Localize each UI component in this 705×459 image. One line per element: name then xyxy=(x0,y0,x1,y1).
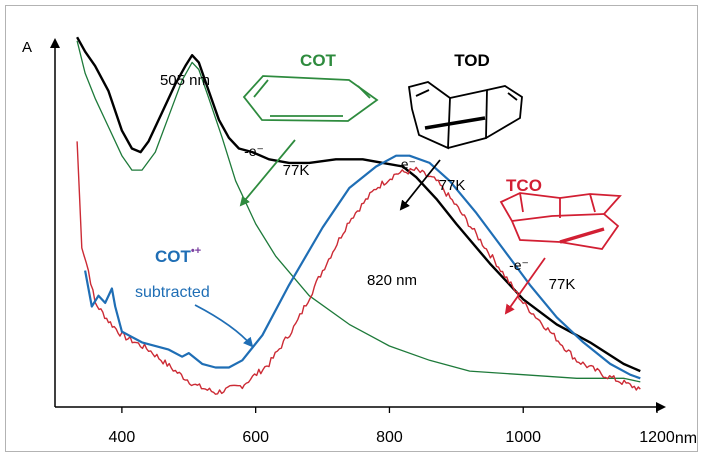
subtracted-label: subtracted xyxy=(135,284,210,301)
minus-e-label-tod: -e⁻ xyxy=(396,156,416,172)
tco-molecule-icon xyxy=(499,192,622,250)
temp-label-tod: 77K xyxy=(439,177,466,194)
series-line-blue xyxy=(84,154,641,380)
x-tick-label: 1200 xyxy=(639,429,675,446)
subtracted-arrow xyxy=(194,304,254,348)
minus-e-label-cot: -e⁻ xyxy=(244,143,264,159)
cot-ion-text: COT xyxy=(155,247,192,266)
tco-arrow xyxy=(504,257,546,315)
cot-ion-superscript: •+ xyxy=(191,245,201,257)
series-line-red xyxy=(76,141,641,395)
temp-label-tco: 77K xyxy=(549,276,576,293)
figure-frame xyxy=(5,5,698,452)
y-axis-label: A xyxy=(22,39,32,56)
cot-label: COT xyxy=(300,51,337,70)
tod-label: TOD xyxy=(454,51,490,70)
tod-molecule-icon xyxy=(408,81,523,150)
x-tick-group: 400 600 800 1000 1200 xyxy=(109,407,675,446)
temp-label-cot: 77K xyxy=(283,162,310,179)
x-axis-label: nm xyxy=(675,430,697,447)
x-tick-label: 600 xyxy=(242,429,269,446)
cot-arrow xyxy=(239,139,296,207)
x-tick-label: 800 xyxy=(376,429,403,446)
x-tick-label: 400 xyxy=(109,429,136,446)
cot-molecule-icon xyxy=(242,75,379,122)
x-tick-label: 1000 xyxy=(505,429,541,446)
cot-radical-cation-label: COT•+ xyxy=(155,245,201,266)
series-line-green xyxy=(76,40,641,383)
series-line-black xyxy=(76,36,641,373)
tco-label: TCO xyxy=(506,176,542,195)
minus-e-label-tco: -e⁻ xyxy=(509,257,529,273)
peak-505-label: 505 nm xyxy=(160,72,210,89)
tod-arrow xyxy=(399,159,441,211)
series-group xyxy=(76,36,641,395)
peak-820-label: 820 nm xyxy=(367,272,417,289)
